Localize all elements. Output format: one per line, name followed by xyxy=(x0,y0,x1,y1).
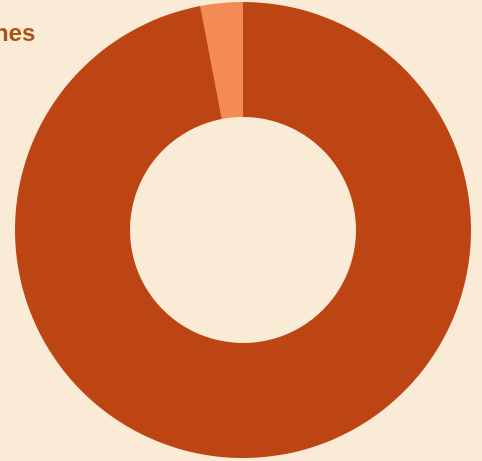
donut-slice-1 xyxy=(15,2,471,458)
donut-slice-2 xyxy=(200,1,243,120)
partial-title-text: nes xyxy=(0,20,36,47)
